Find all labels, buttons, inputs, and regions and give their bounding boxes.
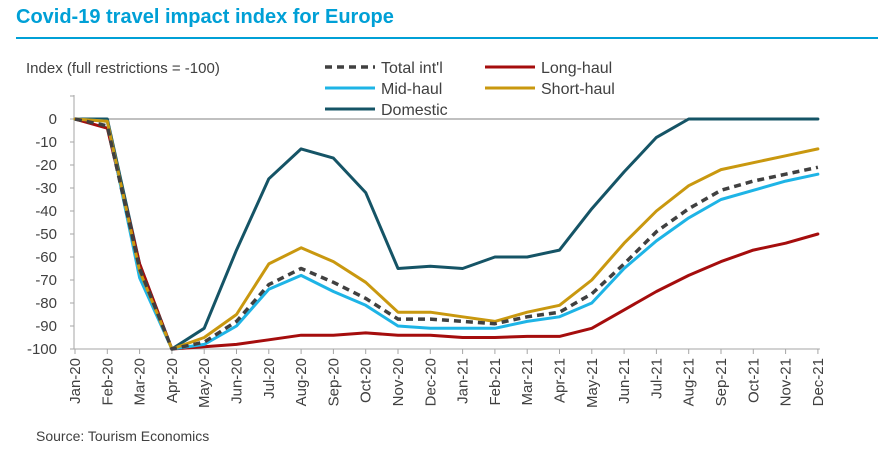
x-tick-label: May-21 [584,358,601,408]
series-line-short-haul [73,117,820,351]
x-tick-label: Aug-20 [293,358,310,406]
x-tick-label: Feb-20 [99,358,116,406]
legend-label: Long-haul [541,60,612,77]
x-tick-label: Nov-21 [778,358,795,406]
chart-title: Covid-19 travel impact index for Europe [16,6,394,28]
legend-label: Domestic [381,102,448,119]
x-tick-label: Sep-21 [713,358,730,406]
x-tick-label: Mar-21 [519,358,536,406]
y-tick-label: -60 [35,249,57,266]
y-tick-label: -50 [35,226,57,243]
y-axis-label: Index (full restrictions = -100) [26,60,220,77]
legend-label: Short-haul [541,81,615,98]
source-note: Source: Tourism Economics [36,428,210,444]
legend-label: Mid-haul [381,81,442,98]
x-tick-label: Jul-20 [261,358,278,399]
y-tick-label: -30 [35,180,57,197]
y-tick-label: -90 [35,318,57,335]
x-tick-label: Jun-21 [616,358,633,404]
series-line-domestic [73,117,820,351]
x-tick-label: Jun-20 [229,358,246,404]
x-tick-label: Nov-20 [390,358,407,406]
y-tick-label: -80 [35,295,57,312]
series-layer [73,117,820,351]
y-tick-label: -70 [35,272,57,289]
y-tick-label: -40 [35,203,57,220]
x-tick-label: Apr-21 [552,358,569,403]
x-tick-label: Jan-20 [67,358,84,404]
y-tick-label: -20 [35,157,57,174]
legend-label: Total int'l [381,60,443,77]
x-tick-label: Apr-20 [164,358,181,403]
x-tick-label: Mar-20 [132,358,149,406]
x-tick-label: Feb-21 [487,358,504,406]
y-tick-label: -100 [27,341,57,358]
x-tick-label: Oct-20 [358,358,375,403]
y-tick-label: -10 [35,134,57,151]
x-tick-label: May-20 [196,358,213,408]
x-tick-label: Sep-20 [325,358,342,406]
title-underline [16,37,878,39]
series-line-total-int-l [74,117,819,351]
x-tick-label: Jul-21 [648,358,665,399]
axes: 0 -10 -20 -30 -40 -50 -60 -70 -80 -90 -100 Jan-20 Fe… [27,95,827,408]
x-tick-label: Aug-21 [681,358,698,406]
y-tick-label: 0 [49,111,57,128]
series-line-mid-haul [73,117,820,351]
legend: Total int'l Long-haul Mid-haul Short-haul Do… [325,60,615,119]
x-tick-label: Dec-20 [422,358,439,406]
x-tick-label: Jan-21 [455,358,472,404]
x-tick-label: Dec-21 [810,358,827,406]
x-tick-label: Oct-21 [745,358,762,403]
series-line-long-haul [73,117,820,351]
